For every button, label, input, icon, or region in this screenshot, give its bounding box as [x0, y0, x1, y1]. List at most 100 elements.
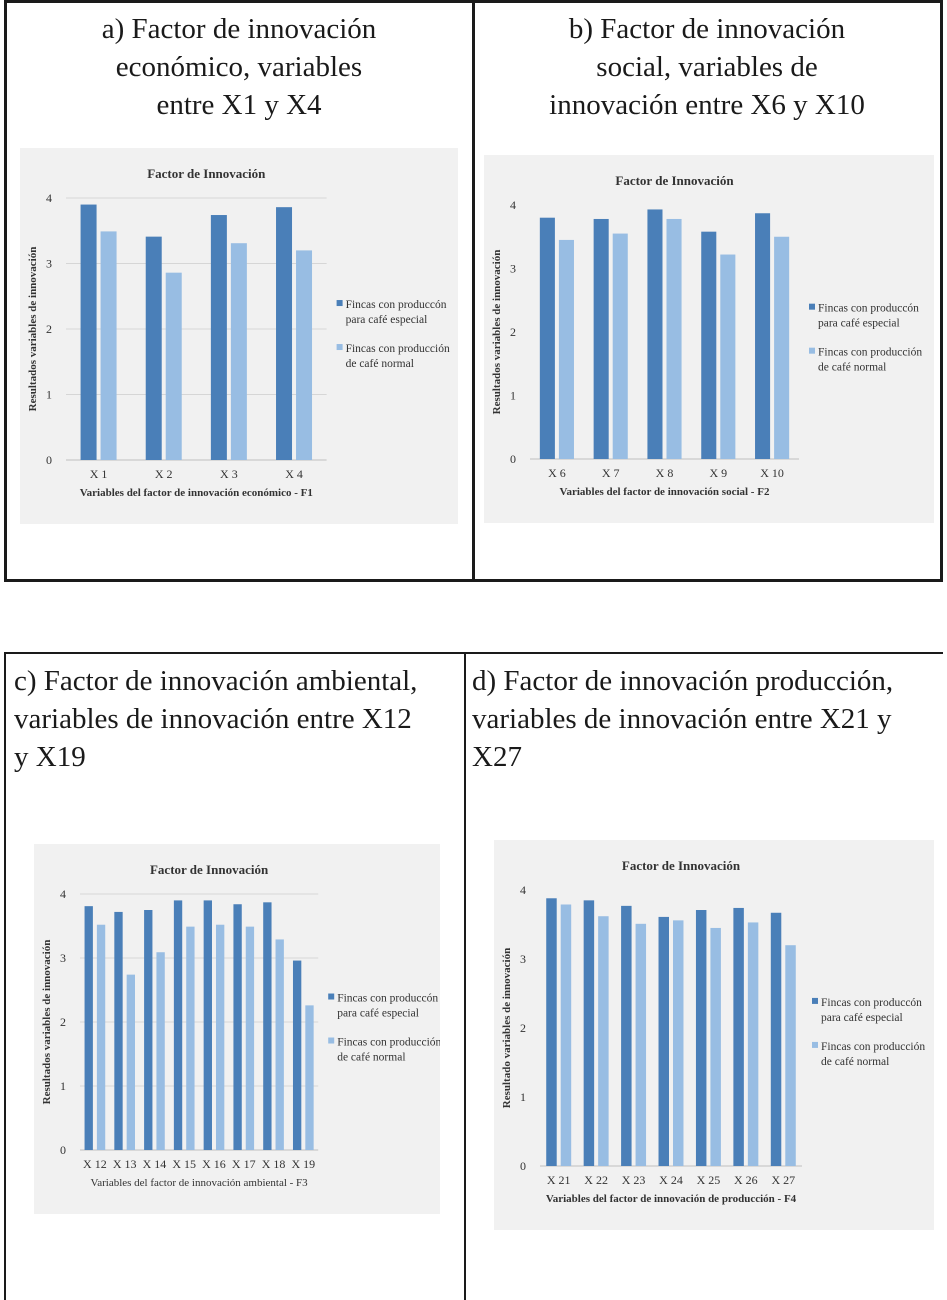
x-tick-label: X 1 — [90, 467, 108, 481]
legend-swatch-normal — [809, 347, 815, 354]
bar-especial — [276, 207, 293, 460]
bar-normal — [720, 254, 736, 459]
caption-d-line-2: variables de innovación entre X21 y — [472, 703, 892, 735]
caption-c: c) Factor de innovación ambiental, varia… — [14, 662, 460, 776]
legend-label: de café normal — [337, 1052, 405, 1064]
chart-svg: Factor de Innovación 0 1 2 3 4 X 12 X 13 X 14 X 1… — [41, 862, 440, 1189]
bar-especial — [114, 911, 123, 1150]
bar-especial — [80, 204, 97, 460]
bar-especial — [593, 218, 609, 459]
caption-b: b) Factor de innovación social, variable… — [476, 10, 938, 124]
x-tick-label: X 22 — [584, 1173, 608, 1187]
legend-swatch-especial — [809, 303, 815, 310]
caption-c-line-3: y X19 — [14, 741, 86, 773]
bar-especial — [263, 902, 272, 1150]
bar-normal — [126, 974, 135, 1150]
caption-a-line-1: a) Factor de innovación — [101, 13, 377, 45]
x-tick-label: X 24 — [659, 1173, 683, 1187]
x-axis-label: Variables del factor de innovación de pr… — [546, 1193, 797, 1205]
legend-label: de café normal — [346, 358, 414, 370]
chart-svg: Factor de Innovación 0 1 2 3 4 X 21 X 22 X 23 X 2… — [501, 858, 925, 1205]
chart-title: Factor de Innovación — [622, 858, 741, 873]
caption-c-line-2: variables de innovación entre X12 — [14, 703, 412, 735]
bar-normal — [296, 250, 313, 460]
caption-a-line-2: económico, variables — [115, 51, 363, 83]
legend-swatch-normal — [812, 1041, 818, 1048]
bar-normal — [785, 945, 796, 1166]
x-tick-label: X 17 — [232, 1157, 256, 1171]
bar-normal — [747, 922, 759, 1166]
x-axis-label: Variables del factor de innovación ambie… — [91, 1177, 309, 1189]
bar-especial — [733, 907, 744, 1166]
x-tick-label: X 10 — [760, 466, 784, 480]
bar-normal — [598, 916, 609, 1166]
bar-especial — [539, 217, 555, 459]
chart-title: Factor de Innovación — [150, 862, 269, 877]
chart-svg: Factor de Innovación 0 1 2 3 4 X 1 X 2 X 3 X 4 Var… — [27, 166, 450, 499]
y-tick-label: 4 — [510, 198, 516, 212]
frame-bottom-middle-line — [464, 652, 466, 1300]
bar-normal — [215, 924, 225, 1150]
y-tick-label: 0 — [520, 1159, 526, 1173]
chart-c: Factor de Innovación 0 1 2 3 4 X 12 X 13 X 14 X 1… — [34, 844, 440, 1214]
bar-normal — [245, 926, 255, 1150]
y-tick-label: 4 — [46, 191, 52, 205]
bar-especial — [210, 215, 227, 460]
bar-especial — [647, 209, 663, 459]
x-axis-label: Variables del factor de innovación socia… — [560, 486, 770, 498]
bar-especial — [84, 906, 93, 1150]
chart-a: Factor de Innovación 0 1 2 3 4 X 1 X 2 X 3 X 4 Var… — [20, 148, 458, 524]
chart-d: Factor de Innovación 0 1 2 3 4 X 21 X 22 X 23 X 2… — [494, 840, 934, 1230]
bar-especial — [292, 960, 302, 1150]
y-axis-label: Resultado variables de innovación — [501, 948, 513, 1108]
y-tick-label: 0 — [510, 452, 516, 466]
bar-normal — [100, 231, 117, 460]
bar-especial — [546, 898, 557, 1166]
caption-d: d) Factor de innovación producción, vari… — [472, 662, 944, 776]
legend-label: para café especial — [818, 318, 900, 330]
bar-especial — [701, 231, 717, 459]
legend-swatch-normal — [328, 1037, 335, 1044]
bar-especial — [770, 912, 782, 1166]
chart-svg: Factor de Innovación 0 1 2 3 4 X 6 X 7 X 8 X 9 X 1… — [491, 173, 922, 498]
legend-swatch-especial — [328, 993, 335, 1000]
y-tick-label: 3 — [46, 257, 52, 271]
legend-label: Fincas con producción — [346, 343, 450, 355]
bar-normal — [666, 218, 682, 459]
caption-a: a) Factor de innovación económico, varia… — [8, 10, 470, 124]
bar-normal — [186, 926, 195, 1150]
bar-normal — [156, 952, 165, 1150]
caption-c-line-1: c) Factor de innovación ambiental, — [14, 665, 418, 697]
x-tick-label: X 9 — [709, 466, 727, 480]
caption-b-line-1: b) Factor de innovación — [568, 13, 846, 45]
y-tick-label: 4 — [60, 887, 66, 901]
y-axis-label: Resultados variables de innovación — [491, 250, 503, 415]
bar-especial — [755, 213, 771, 459]
x-tick-label: X 18 — [262, 1157, 286, 1171]
bar-normal — [165, 272, 182, 460]
bar-especial — [695, 910, 707, 1166]
legend-swatch-normal — [336, 344, 343, 351]
x-tick-label: X 25 — [697, 1173, 721, 1187]
x-tick-label: X 4 — [285, 467, 303, 481]
x-tick-label: X 7 — [602, 466, 620, 480]
y-tick-label: 0 — [46, 453, 52, 467]
y-tick-label: 1 — [46, 388, 52, 402]
legend-label: para café especial — [821, 1012, 903, 1024]
legend-label: Fincas con producción — [337, 1037, 440, 1049]
legend-label: Fincas con produccón — [821, 997, 922, 1009]
bar-especial — [621, 905, 632, 1166]
y-tick-label: 3 — [510, 262, 516, 276]
y-tick-label: 1 — [60, 1079, 66, 1093]
x-tick-label: X 14 — [143, 1157, 167, 1171]
bar-normal — [275, 939, 284, 1150]
bar-normal — [612, 233, 628, 459]
caption-d-line-3: X27 — [472, 741, 522, 773]
x-tick-label: X 27 — [771, 1173, 795, 1187]
bar-normal — [710, 927, 721, 1166]
x-tick-label: X 16 — [202, 1157, 226, 1171]
caption-b-line-2: social, variables de — [596, 51, 818, 83]
legend-swatch-especial — [336, 300, 343, 307]
bar-normal — [305, 1005, 314, 1150]
bar-especial — [203, 900, 212, 1150]
